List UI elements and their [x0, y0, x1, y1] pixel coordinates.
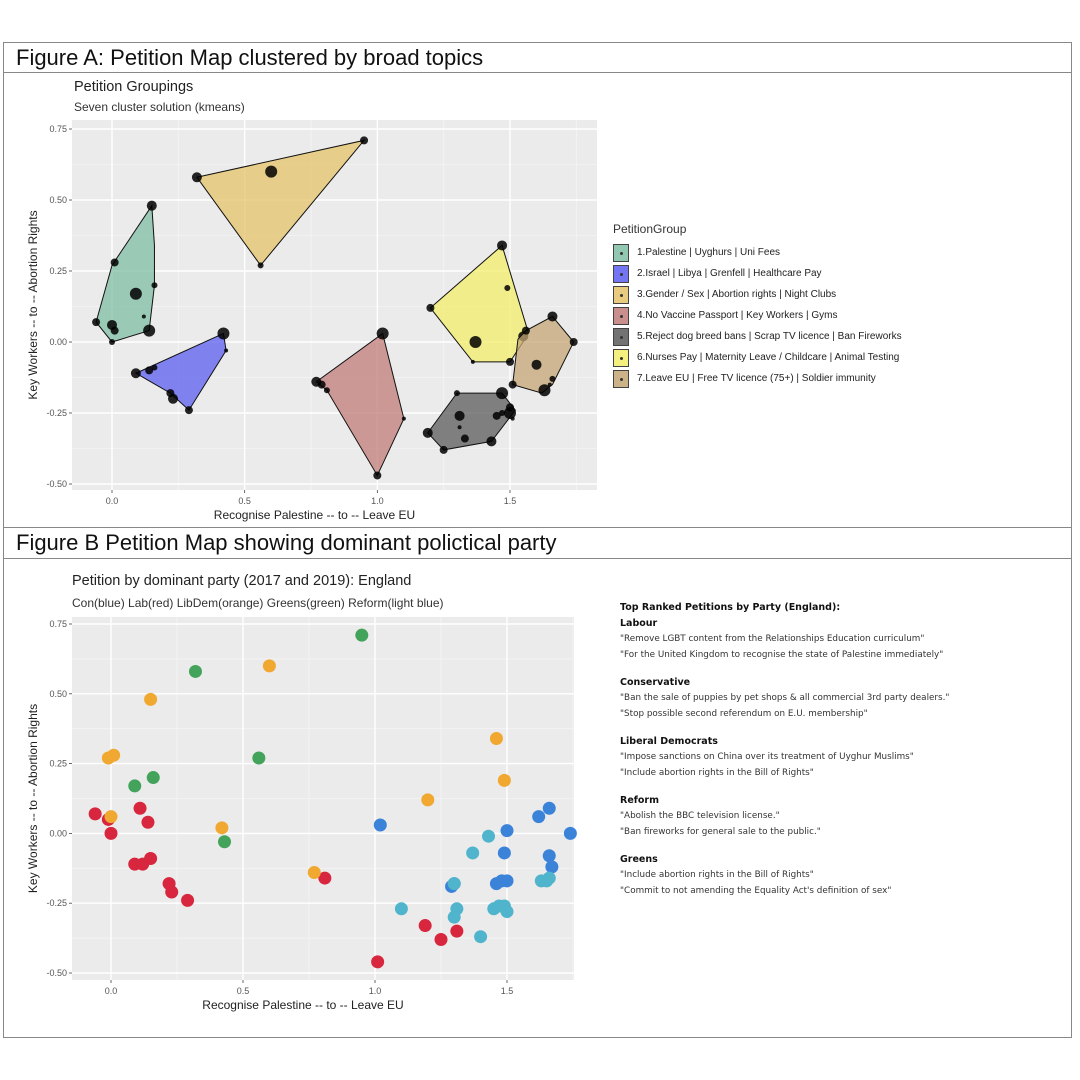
petition-quote: "Ban the sale of puppies by pet shops & …	[620, 693, 950, 703]
figure-b-header: Figure B Petition Map showing dominant p…	[4, 527, 1071, 559]
party-block: Conservative "Ban the sale of puppies by …	[620, 677, 1060, 719]
party-name: Liberal Democrats	[620, 736, 718, 747]
petition-quote: "Stop possible second referendum on E.U.…	[620, 709, 868, 719]
petition-quote: "Ban fireworks for general sale to the p…	[620, 827, 821, 837]
party-name: Greens	[620, 854, 658, 865]
legend-label: 1.Palestine | Uyghurs | Uni Fees	[637, 247, 781, 258]
party-name: Conservative	[620, 677, 691, 688]
legend-swatch	[613, 327, 629, 346]
petitions-heading: Top Ranked Petitions by Party (England):	[620, 602, 841, 613]
party-name: Reform	[620, 795, 660, 806]
party-block: Reform "Abolish the BBC television licens…	[620, 795, 1060, 837]
legend-item: 1.Palestine | Uyghurs | Uni Fees	[613, 242, 902, 263]
legend-item: 6.Nurses Pay | Maternity Leave / Childca…	[613, 347, 902, 368]
legend-item: 7.Leave EU | Free TV licence (75+) | Sol…	[613, 368, 902, 389]
party-block: Liberal Democrats "Impose sanctions on Ch…	[620, 736, 1060, 778]
legend-item: 2.Israel | Libya | Grenfell | Healthcare…	[613, 263, 902, 284]
petition-quote: "Remove LGBT content from the Relationsh…	[620, 634, 925, 644]
chart-a-subtitle: Seven cluster solution (kmeans)	[74, 100, 245, 114]
legend-swatch	[613, 264, 629, 283]
legend-label: 6.Nurses Pay | Maternity Leave / Childca…	[637, 352, 900, 363]
chart-a-title: Petition Groupings	[74, 79, 194, 95]
legend-label: 3.Gender / Sex | Abortion rights | Night…	[637, 289, 837, 300]
legend-item: 4.No Vaccine Passport | Key Workers | Gy…	[613, 305, 902, 326]
legend-swatch	[613, 369, 629, 388]
petition-quote: "Commit to not amending the Equality Act…	[620, 886, 892, 896]
petition-quote: "Include abortion rights in the Bill of …	[620, 870, 814, 880]
legend-swatch	[613, 243, 629, 262]
legend-swatch	[613, 285, 629, 304]
legend-swatch	[613, 348, 629, 367]
chart-b-subtitle: Con(blue) Lab(red) LibDem(orange) Greens…	[72, 596, 444, 610]
figure-a-header: Figure A: Petition Map clustered by broa…	[4, 43, 1071, 73]
legend-swatch	[613, 306, 629, 325]
chart-b-title: Petition by dominant party (2017 and 201…	[72, 573, 412, 589]
petition-quote: "Include abortion rights in the Bill of …	[620, 768, 814, 778]
legend-label: 4.No Vaccine Passport | Key Workers | Gy…	[637, 310, 838, 321]
top-ranked-petitions: Top Ranked Petitions by Party (England):…	[620, 602, 1060, 913]
petition-quote: "Impose sanctions on China over its trea…	[620, 752, 914, 762]
legend-label: 7.Leave EU | Free TV licence (75+) | Sol…	[637, 373, 876, 384]
party-block: Greens "Include abortion rights in the Bi…	[620, 854, 1060, 896]
legend-item: 5.Reject dog breed bans | Scrap TV licen…	[613, 326, 902, 347]
petition-quote: "For the United Kingdom to recognise the…	[620, 650, 944, 660]
petition-quote: "Abolish the BBC television license."	[620, 811, 780, 821]
party-block: Labour "Remove LGBT content from the Rela…	[620, 618, 1060, 660]
legend-item: 3.Gender / Sex | Abortion rights | Night…	[613, 284, 902, 305]
legend-label: 5.Reject dog breed bans | Scrap TV licen…	[637, 331, 902, 342]
legend-label: 2.Israel | Libya | Grenfell | Healthcare…	[637, 268, 822, 279]
chart-a-legend: PetitionGroup 1.Palestine | Uyghurs | Un…	[613, 222, 902, 389]
legend-title: PetitionGroup	[613, 222, 687, 236]
party-name: Labour	[620, 618, 658, 629]
